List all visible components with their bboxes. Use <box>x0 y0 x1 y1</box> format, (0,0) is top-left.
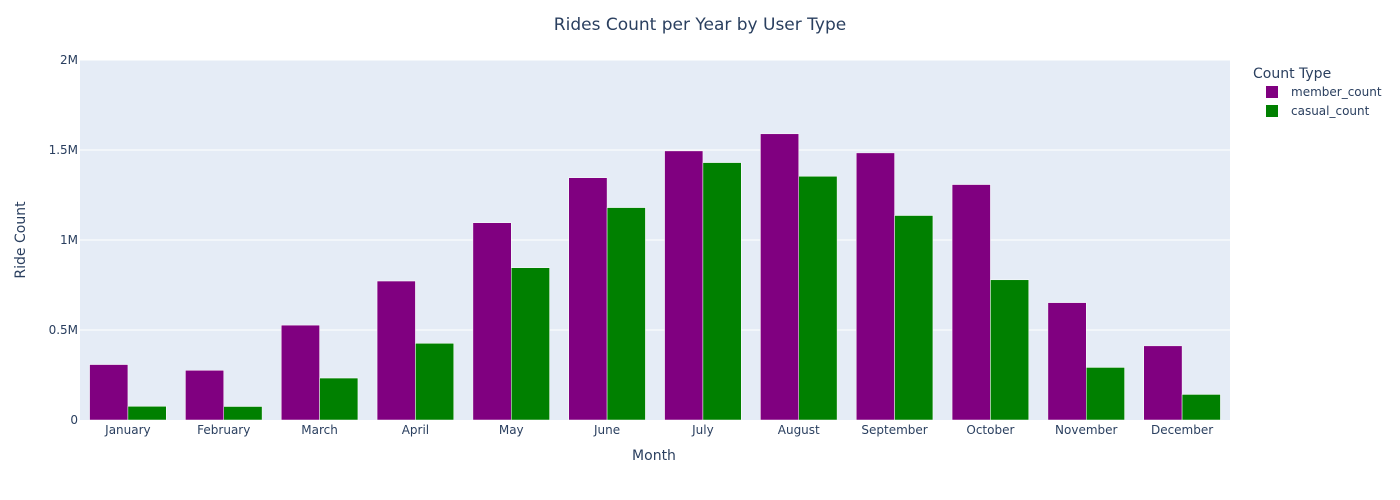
x-tick-label: March <box>301 423 338 437</box>
y-tick-label: 1.5M <box>49 143 78 157</box>
bar-member_count-september[interactable] <box>856 152 895 421</box>
bar-member_count-october[interactable] <box>951 184 991 421</box>
bar-member_count-june[interactable] <box>568 177 608 421</box>
y-tick-label: 0.5M <box>49 323 78 337</box>
bar-member_count-april[interactable] <box>376 280 416 421</box>
y-axis-title: Ride Count <box>13 201 29 279</box>
x-tick-label: December <box>1151 423 1213 437</box>
bars <box>89 133 1221 421</box>
bar-member_count-august[interactable] <box>760 133 800 421</box>
bar-member_count-july[interactable] <box>664 150 704 421</box>
x-tick-label: May <box>499 423 524 437</box>
x-tick-label: November <box>1055 423 1117 437</box>
bar-casual_count-october[interactable] <box>990 279 1030 421</box>
bar-casual_count-june[interactable] <box>606 207 646 421</box>
x-tick-label: April <box>402 423 429 437</box>
bar-member_count-february[interactable] <box>185 370 225 421</box>
y-tick-label: 1M <box>60 233 78 247</box>
x-tick-label: June <box>593 423 620 437</box>
legend-swatch-member_count[interactable] <box>1266 86 1278 98</box>
chart-title: Rides Count per Year by User Type <box>554 15 846 35</box>
x-axis-title: Month <box>632 448 676 464</box>
bar-casual_count-april[interactable] <box>415 343 454 421</box>
y-tick-label: 2M <box>60 53 78 67</box>
bar-member_count-december[interactable] <box>1143 345 1183 421</box>
bar-casual_count-february[interactable] <box>223 406 263 421</box>
gridlines <box>80 59 1230 331</box>
legend[interactable]: Count Type member_count casual_count <box>1253 66 1382 118</box>
x-axis-ticks: January February March April May June July Augu… <box>104 423 1213 437</box>
x-tick-label: October <box>966 423 1014 437</box>
x-tick-label: September <box>861 423 927 437</box>
bar-casual_count-november[interactable] <box>1086 367 1125 421</box>
bar-member_count-november[interactable] <box>1047 302 1087 421</box>
x-tick-label: August <box>778 423 820 437</box>
bar-casual_count-january[interactable] <box>127 406 167 421</box>
bar-casual_count-march[interactable] <box>319 377 359 421</box>
bar-member_count-may[interactable] <box>472 222 512 421</box>
y-axis-ticks: 0 0.5M 1M 1.5M 2M <box>49 53 78 427</box>
legend-title: Count Type <box>1253 66 1331 82</box>
bar-casual_count-may[interactable] <box>511 267 550 421</box>
legend-swatch-casual_count[interactable] <box>1266 105 1278 117</box>
legend-label-member_count[interactable]: member_count <box>1291 85 1382 99</box>
bar-member_count-march[interactable] <box>281 324 320 421</box>
bar-casual_count-july[interactable] <box>702 162 742 421</box>
x-tick-label: July <box>691 423 714 437</box>
bar-casual_count-august[interactable] <box>798 176 838 421</box>
bar-member_count-january[interactable] <box>89 364 129 421</box>
x-tick-label: February <box>197 423 250 437</box>
legend-label-casual_count[interactable]: casual_count <box>1291 104 1370 118</box>
y-tick-label: 0 <box>70 413 78 427</box>
x-tick-label: January <box>104 423 151 437</box>
bar-casual_count-september[interactable] <box>894 215 934 421</box>
bar-casual_count-december[interactable] <box>1181 394 1221 421</box>
